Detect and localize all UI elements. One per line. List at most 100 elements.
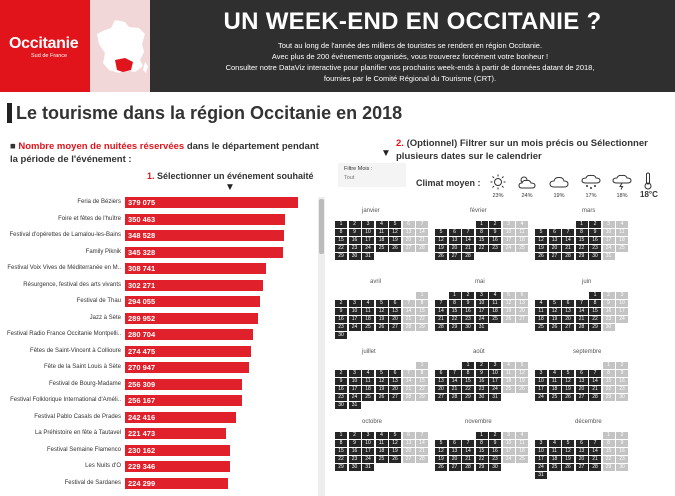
calendar-day[interactable]: 30 (335, 332, 347, 339)
calendar-day[interactable]: 13 (448, 237, 461, 244)
calendar-day[interactable]: 28 (589, 464, 601, 471)
calendar-day[interactable]: 13 (435, 378, 447, 385)
event-bar-row[interactable]: Fête de la Saint Louis à Sète 270 947 (0, 360, 318, 376)
calendar-day[interactable]: 3 (362, 221, 374, 228)
calendar-day[interactable]: 19 (535, 245, 547, 252)
calendar-day[interactable]: 11 (502, 370, 515, 377)
calendar-day[interactable]: 29 (416, 394, 428, 401)
calendar-day[interactable]: 8 (575, 229, 588, 236)
calendar-day[interactable]: 16 (462, 308, 474, 315)
calendar-day[interactable]: 19 (435, 245, 447, 252)
calendar-day[interactable]: 29 (602, 394, 615, 401)
calendar-day[interactable]: 1 (335, 221, 347, 228)
calendar-day[interactable]: 6 (389, 370, 401, 377)
calendar-day[interactable]: 9 (602, 300, 615, 307)
calendar-day[interactable]: 25 (375, 245, 388, 252)
calendar-day[interactable]: 8 (448, 300, 461, 307)
calendar-day[interactable]: 25 (616, 245, 628, 252)
calendar-day[interactable]: 10 (602, 229, 615, 236)
calendar-day[interactable]: 3 (475, 292, 488, 299)
calendar-day[interactable]: 24 (362, 245, 374, 252)
calendar-day[interactable]: 16 (475, 378, 488, 385)
calendar-day[interactable]: 18 (375, 448, 388, 455)
event-bar[interactable]: 256 309 (125, 378, 243, 390)
calendar-day[interactable]: 23 (616, 386, 628, 393)
calendar-day[interactable]: 31 (348, 402, 361, 409)
calendar-day[interactable]: 13 (448, 448, 461, 455)
calendar-day[interactable]: 10 (489, 370, 501, 377)
calendar-day[interactable]: 11 (516, 440, 528, 447)
month-name[interactable]: janvier (362, 208, 380, 214)
calendar-day[interactable]: 2 (589, 221, 601, 228)
calendar-day[interactable]: 12 (389, 440, 401, 447)
calendar-day[interactable]: 6 (448, 229, 461, 236)
calendar-day[interactable]: 29 (462, 394, 474, 401)
calendar-day[interactable]: 30 (489, 464, 501, 471)
event-bar[interactable]: 256 167 (125, 395, 243, 406)
calendar-day[interactable]: 5 (548, 300, 561, 307)
calendar-day[interactable]: 13 (575, 378, 588, 385)
calendar-day[interactable]: 8 (416, 370, 428, 377)
calendar-day[interactable]: 9 (335, 378, 347, 385)
calendar-day[interactable]: 5 (375, 300, 388, 307)
calendar-day[interactable]: 16 (348, 448, 361, 455)
month-name[interactable]: juillet (362, 349, 376, 355)
calendar-day[interactable]: 3 (348, 300, 361, 307)
calendar-day[interactable]: 2 (348, 221, 361, 228)
calendar-day[interactable]: 25 (489, 316, 501, 323)
calendar-day[interactable]: 26 (502, 316, 515, 323)
calendar-day[interactable]: 10 (616, 300, 628, 307)
calendar-day[interactable]: 24 (535, 464, 547, 471)
calendar-day[interactable]: 15 (589, 308, 601, 315)
calendar-day[interactable]: 4 (502, 362, 515, 369)
calendar-day[interactable]: 26 (389, 456, 401, 463)
event-name[interactable]: Festival Folklorique International d'Amé… (10, 397, 121, 403)
event-name[interactable]: Festival de Sardanes (64, 479, 121, 486)
event-bar-row[interactable]: Festival Pablo Casals de Prades 242 416 (0, 410, 318, 426)
calendar-day[interactable]: 2 (489, 221, 501, 228)
calendar-day[interactable]: 30 (462, 324, 474, 331)
calendar-day[interactable]: 22 (416, 386, 428, 393)
calendar-day[interactable]: 10 (475, 300, 488, 307)
calendar-day[interactable]: 11 (489, 300, 501, 307)
calendar-day[interactable]: 26 (516, 386, 528, 393)
calendar-day[interactable]: 17 (348, 386, 361, 393)
calendar-day[interactable]: 8 (335, 229, 347, 236)
calendar-day[interactable]: 3 (535, 440, 547, 447)
calendar-day[interactable]: 8 (602, 440, 615, 447)
calendar-day[interactable]: 24 (535, 394, 547, 401)
calendar-day[interactable]: 5 (562, 370, 574, 377)
calendar-day[interactable]: 28 (462, 253, 474, 260)
calendar-day[interactable]: 7 (462, 229, 474, 236)
calendar-day[interactable]: 27 (516, 316, 528, 323)
calendar-day[interactable]: 23 (489, 456, 501, 463)
calendar-day[interactable]: 14 (448, 378, 461, 385)
calendar-day[interactable]: 13 (516, 300, 528, 307)
event-name[interactable]: Festival Voix Vives de Méditerranée en M… (7, 265, 121, 271)
calendar-day[interactable]: 4 (535, 300, 547, 307)
calendar-day[interactable]: 28 (562, 253, 574, 260)
calendar-day[interactable]: 30 (475, 394, 488, 401)
calendar-day[interactable]: 2 (602, 292, 615, 299)
calendar-day[interactable]: 25 (516, 456, 528, 463)
event-name[interactable]: Family Piknik (85, 248, 121, 255)
calendar-day[interactable]: 30 (348, 253, 361, 260)
calendar-day[interactable]: 30 (589, 253, 601, 260)
calendar-day[interactable]: 13 (562, 308, 574, 315)
calendar-day[interactable]: 18 (489, 308, 501, 315)
calendar-day[interactable]: 9 (462, 300, 474, 307)
calendar-day[interactable]: 3 (602, 221, 615, 228)
calendar-day[interactable]: 19 (389, 448, 401, 455)
calendar-day[interactable]: 16 (335, 386, 347, 393)
calendar-day[interactable]: 23 (335, 324, 347, 331)
calendar-day[interactable]: 16 (616, 378, 628, 385)
calendar-day[interactable]: 8 (475, 440, 488, 447)
calendar-day[interactable]: 8 (416, 300, 428, 307)
calendar-day[interactable]: 16 (602, 308, 615, 315)
calendar-day[interactable]: 10 (348, 378, 361, 385)
calendar-day[interactable]: 28 (435, 324, 447, 331)
event-name[interactable]: La Préhistoire en fête à Tautavel (35, 430, 121, 436)
calendar-day[interactable]: 12 (535, 237, 547, 244)
calendar-day[interactable]: 17 (489, 378, 501, 385)
calendar-day[interactable]: 29 (416, 324, 428, 331)
